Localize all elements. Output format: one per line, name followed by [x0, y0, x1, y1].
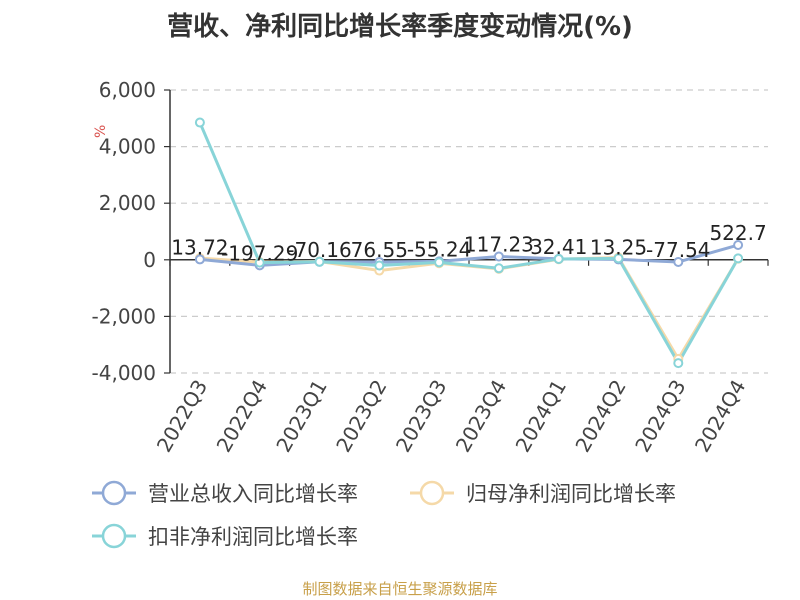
data-label: -55.24 [407, 237, 471, 261]
y-tick-label: -2,000 [92, 304, 156, 328]
y-tick-label: -4,000 [92, 361, 156, 385]
legend-label: 扣非净利润同比增长率 [148, 525, 358, 549]
axes: 6,000 4,000 2,000 0 -2,000 -4,000% 2022Q3 2022Q… [92, 78, 769, 457]
data-label: 117.23 [464, 232, 534, 256]
legend-label: 营业总收入同比增长率 [148, 482, 358, 506]
data-label: 13.25 [590, 235, 647, 259]
series-lines [198, 121, 740, 365]
data-point [374, 260, 385, 271]
data-point [434, 257, 445, 268]
x-tick-label: 2022Q4 [212, 376, 272, 457]
data-label: 13.72 [171, 235, 228, 259]
x-tick-label: 2024Q3 [630, 376, 690, 457]
data-label: 32.41 [530, 235, 587, 259]
x-tick-label: 2023Q3 [391, 375, 451, 456]
data-point [493, 251, 504, 262]
data-point [733, 253, 744, 264]
legend-marker [101, 480, 127, 506]
y-tick-label: 6,000 [99, 78, 156, 102]
data-label: -197.29 [221, 241, 298, 265]
data-point [314, 256, 325, 267]
x-tick-label: 2023Q1 [271, 376, 331, 457]
chart-title: 营收、净利同比增长率季度变动情况(%) [167, 12, 633, 42]
series-line [199, 256, 740, 361]
y-tick-label: 2,000 [99, 191, 156, 215]
y-tick-label: 0 [143, 248, 156, 272]
data-label: -77.54 [646, 238, 710, 262]
source-footer: 制图数据来自恒生聚源数据库 [302, 580, 498, 598]
x-tick-label: 2023Q2 [331, 376, 391, 457]
x-tick-label: 2024Q2 [570, 376, 630, 457]
grid-lines [170, 89, 768, 374]
data-label: 76.55 [351, 238, 408, 262]
legend-marker [101, 523, 127, 549]
data-point [194, 117, 205, 128]
x-tick-label: 2024Q1 [511, 376, 571, 457]
series-line [198, 121, 740, 365]
data-label: 522.7 [709, 221, 766, 245]
data-point [553, 253, 564, 264]
y-tick-label: 4,000 [99, 135, 156, 159]
x-tick-label: 2024Q4 [690, 376, 750, 457]
series-points [194, 117, 744, 369]
data-labels: 13.72-197.29-70.1676.55-55.24117.2332.41… [171, 221, 766, 265]
data-point [493, 263, 504, 274]
data-point [733, 240, 744, 251]
data-point [254, 257, 265, 268]
y-axis-unit: % [93, 125, 109, 138]
x-tick-label: 2022Q3 [152, 376, 212, 457]
data-point [673, 256, 684, 267]
legend-label: 归母净利润同比增长率 [466, 482, 676, 506]
data-point [613, 253, 624, 264]
data-point [194, 254, 205, 265]
data-label: -70.16 [287, 238, 351, 262]
data-point [673, 358, 684, 369]
legend-marker [419, 480, 445, 506]
x-tick-label: 2023Q4 [451, 376, 511, 457]
